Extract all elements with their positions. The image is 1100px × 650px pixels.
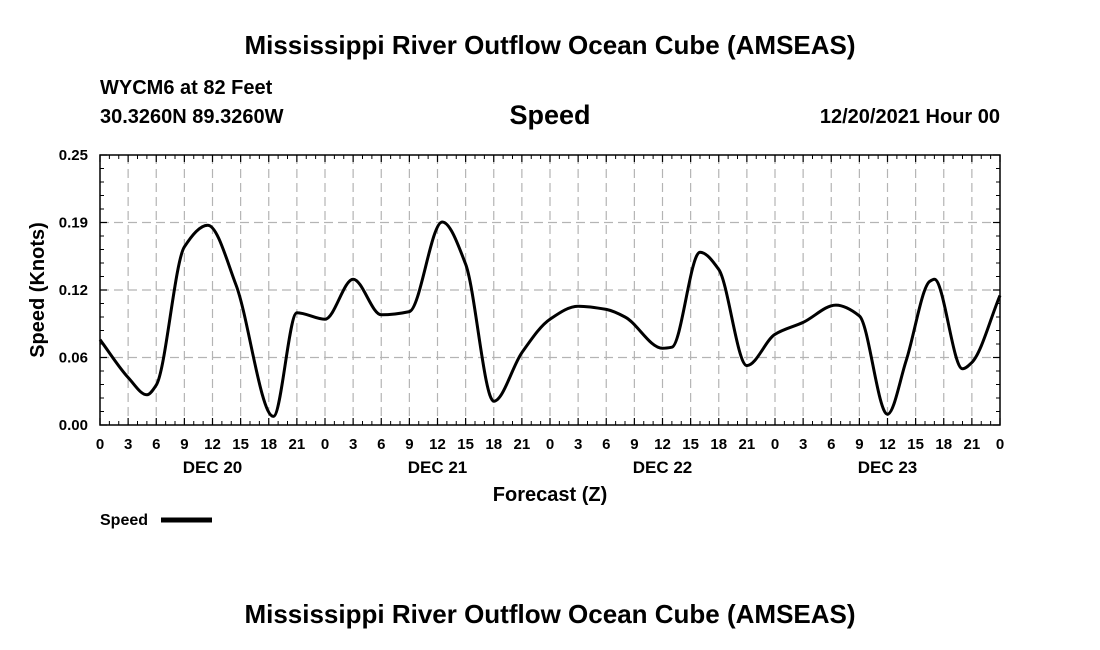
- chart-title: Mississippi River Outflow Ocean Cube (AM…: [244, 30, 856, 60]
- y-tick-label: 0.06: [59, 350, 88, 367]
- x-tick-label: 9: [855, 436, 863, 453]
- x-tick-label: 9: [180, 436, 188, 453]
- y-tick-label: 0.00: [59, 417, 88, 434]
- x-tick-label: 21: [964, 436, 981, 453]
- x-tick-label: 21: [739, 436, 756, 453]
- x-tick-label: 21: [514, 436, 531, 453]
- x-tick-label: 0: [321, 436, 329, 453]
- run-time-label: 12/20/2021 Hour 00: [819, 106, 1000, 128]
- y-tick-label: 0.19: [59, 215, 88, 232]
- x-tick-label: 15: [232, 436, 249, 453]
- station-label: WYCM6 at 82 Feet: [100, 77, 273, 99]
- speed-series-line: [98, 220, 1002, 418]
- y-axis-label: Speed (Knots): [27, 222, 49, 358]
- x-tick-label: 3: [799, 436, 807, 453]
- x-tick-label: 3: [124, 436, 132, 453]
- x-axis-label: Forecast (Z): [493, 484, 607, 506]
- x-tick-label: 18: [935, 436, 952, 453]
- footer-title: Mississippi River Outflow Ocean Cube (AM…: [244, 599, 856, 629]
- x-tick-label: 12: [204, 436, 221, 453]
- day-label: DEC 20: [183, 458, 243, 477]
- x-tick-label: 12: [429, 436, 446, 453]
- x-tick-label: 0: [546, 436, 554, 453]
- y-tick-label: 0.12: [59, 282, 88, 299]
- tick-labels: 0 3 6 9 12 15 18 21 0 3 6 9 12 15 18 21 0 3 6 9 12 15 18 21 0 3 6 9…: [59, 147, 1004, 477]
- x-tick-label: 9: [630, 436, 638, 453]
- day-label: DEC 23: [858, 458, 918, 477]
- x-tick-label: 0: [96, 436, 104, 453]
- x-tick-label: 0: [771, 436, 779, 453]
- x-tick-label: 0: [996, 436, 1004, 453]
- x-tick-label: 12: [654, 436, 671, 453]
- legend-label: Speed: [100, 512, 148, 529]
- variable-title: Speed: [509, 100, 591, 130]
- x-tick-label: 6: [602, 436, 610, 453]
- y-tick-label: 0.25: [59, 147, 88, 164]
- x-tick-label: 6: [152, 436, 160, 453]
- x-tick-label: 15: [682, 436, 699, 453]
- x-tick-label: 18: [710, 436, 727, 453]
- plot-frame: [99, 154, 1001, 426]
- x-tick-label: 18: [485, 436, 502, 453]
- grid-lines: [100, 155, 1000, 425]
- x-tick-label: 9: [405, 436, 413, 453]
- day-label: DEC 21: [408, 458, 468, 477]
- x-tick-label: 6: [827, 436, 835, 453]
- x-tick-label: 3: [349, 436, 357, 453]
- x-tick-label: 12: [879, 436, 896, 453]
- x-tick-label: 15: [457, 436, 474, 453]
- x-tick-label: 21: [289, 436, 306, 453]
- coordinates-label: 30.3260N 89.3260W: [100, 106, 284, 128]
- day-label: DEC 22: [633, 458, 693, 477]
- x-tick-label: 18: [260, 436, 277, 453]
- x-tick-label: 15: [907, 436, 924, 453]
- x-tick-label: 6: [377, 436, 385, 453]
- x-tick-label: 3: [574, 436, 582, 453]
